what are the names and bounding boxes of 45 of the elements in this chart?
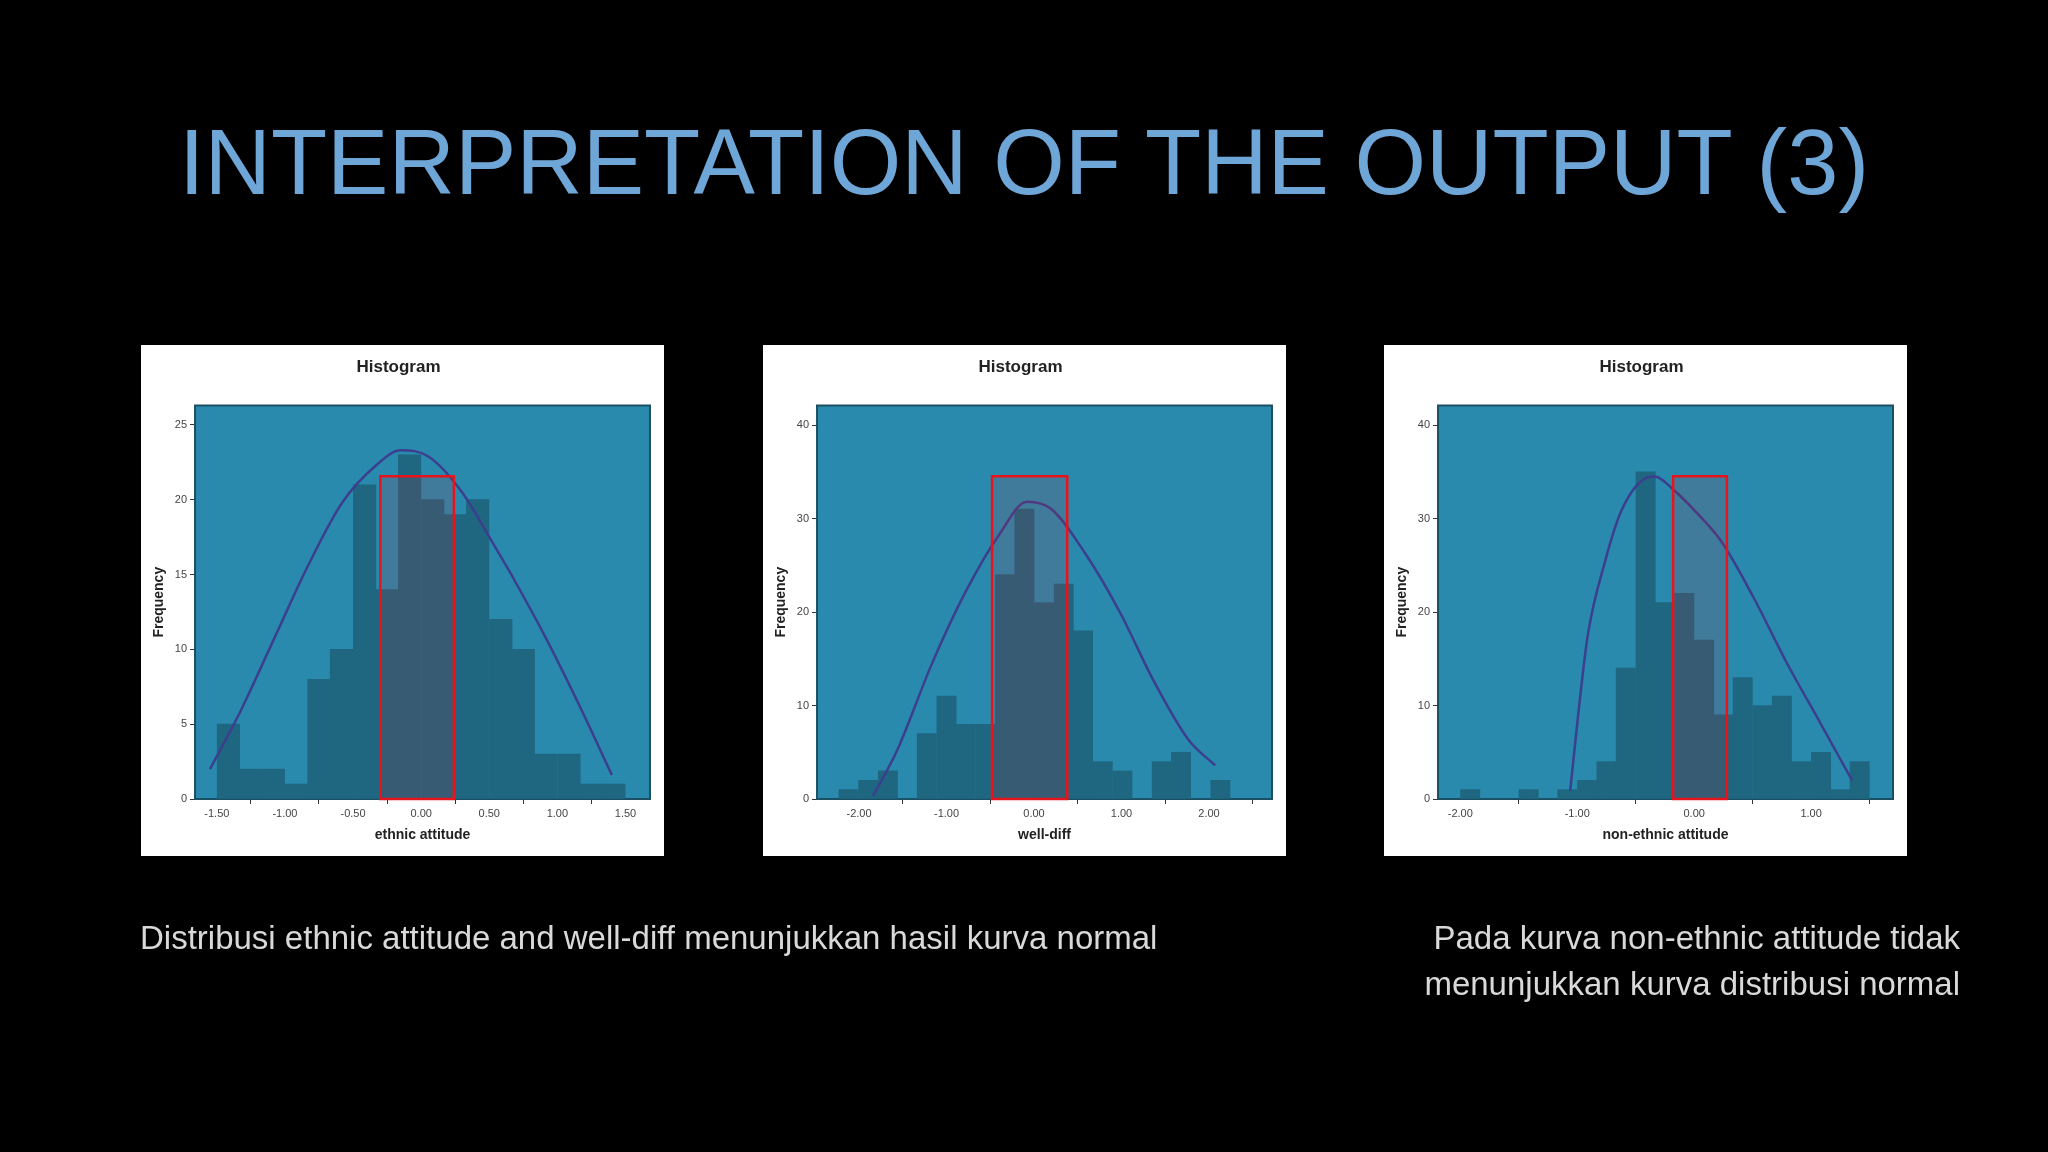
x-tick-label: -1.00 [272,806,298,819]
x-tick-label: -1.00 [1564,806,1590,819]
x-tick-label: 0.00 [410,806,432,819]
chart-title: Histogram [978,356,1063,376]
x-tick-label: 1.50 [614,806,637,819]
y-tick-label: 0 [180,792,188,805]
y-tick-label: 10 [796,698,810,711]
y-axis-title: Frequency [150,566,167,638]
line-series [208,449,614,777]
y-tick-label: 40 [1417,418,1431,431]
text: INTERPRETATION OF THE OUTPUT (3) [177,110,1871,215]
y-axis-title: Frequency [1393,566,1410,638]
x-tick-label: 1.00 [546,806,569,819]
y-tick-label: 40 [796,418,810,431]
text: Pada kurva non-ethnic attitude tidak menunjukkan kurva distribusi normal [1423,918,1960,1004]
chart-title: Histogram [356,356,441,376]
y-tick-label: 0 [802,792,810,805]
x-tick-label: 1.00 [1110,806,1133,819]
y-tick-label: 20 [796,605,810,618]
y-tick-label: 30 [1417,511,1431,524]
y-tick-label: 20 [1417,605,1431,618]
x-tick-label: -2.00 [1447,806,1473,819]
y-tick-label: 10 [1417,698,1431,711]
x-axis-title: non-ethnic attitude [1602,826,1729,843]
y-tick-label: 10 [174,642,188,655]
x-tick-label: 1.00 [1800,806,1822,819]
y-tick-label: 20 [174,492,188,505]
y-tick-label: 30 [796,511,810,524]
x-tick-label: -1.50 [204,806,230,819]
x-tick-label: 0.50 [478,806,500,819]
text: Distribusi ethnic attitude and well-diff menunjukkan hasil kurva normal [140,918,1159,958]
y-tick-label: 15 [174,567,188,580]
x-tick-label: 0.00 [1023,806,1045,819]
x-tick-label: -1.00 [933,806,960,819]
x-tick-label: -0.50 [340,806,366,819]
x-tick-label: 2.00 [1198,806,1220,819]
y-tick-label: 0 [1423,792,1431,805]
y-tick-label: 25 [174,417,188,430]
x-axis-title: well-diff [1017,826,1072,843]
x-tick-label: -2.00 [846,806,872,819]
chart-title: Histogram [1599,356,1684,376]
x-tick-label: 0.00 [1683,806,1705,819]
y-axis-title: Frequency [772,566,789,638]
y-tick-label: 5 [180,717,188,730]
x-axis-title: ethnic attitude [374,826,471,843]
